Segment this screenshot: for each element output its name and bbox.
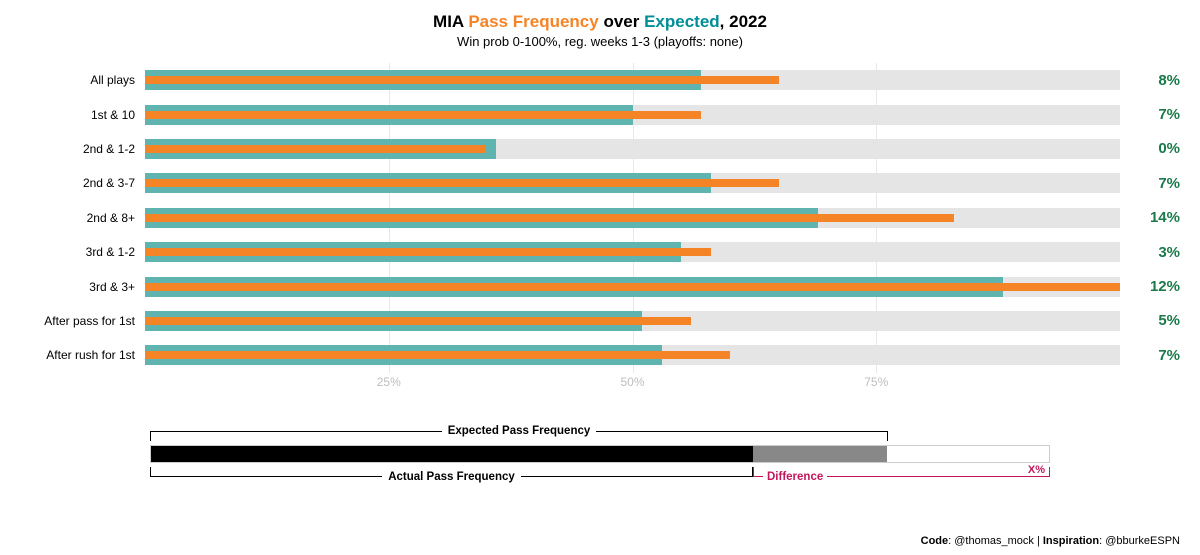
value-cell: 14% — [1144, 201, 1180, 235]
legend-difference-label: Difference — [753, 471, 1050, 483]
value-cell: 5% — [1152, 304, 1180, 338]
bar-actual — [145, 179, 779, 187]
x-axis-tick: 50% — [620, 375, 644, 389]
credit-code-author: @thomas_mock — [954, 535, 1034, 547]
legend-bar-bg: X% — [150, 445, 1050, 463]
legend-bar-actual — [151, 446, 753, 462]
credit-line: Code: @thomas_mock | Inspiration: @bburk… — [921, 535, 1180, 547]
bar-actual — [145, 111, 701, 119]
title-block: MIA Pass Frequency over Expected, 2022 W… — [20, 12, 1180, 49]
chart-title: MIA Pass Frequency over Expected, 2022 — [20, 12, 1180, 32]
bar-background — [145, 311, 1120, 331]
x-axis: 25% 50% 75% — [145, 373, 1120, 395]
x-axis-tick: 75% — [864, 375, 888, 389]
credit-inspiration-author: @bburkeESPN — [1105, 535, 1180, 547]
bar-background — [145, 242, 1120, 262]
legend-actual-text: Actual Pass Frequency — [382, 471, 521, 483]
bar-row — [145, 166, 1120, 200]
category-label: After pass for 1st — [20, 304, 145, 338]
bar-background — [145, 345, 1120, 365]
category-label: All plays — [20, 63, 145, 97]
value-cell: 0% — [1152, 132, 1180, 166]
title-highlight-1: Pass Frequency — [468, 12, 598, 31]
bar-background — [145, 208, 1120, 228]
diff-value: 5% — [1152, 312, 1180, 329]
bar-row — [145, 201, 1120, 235]
title-prefix: MIA — [433, 12, 468, 31]
y-axis-labels: All plays1st & 102nd & 1-22nd & 3-72nd &… — [20, 63, 145, 373]
x-axis-tick: 25% — [377, 375, 401, 389]
bar-actual — [145, 76, 779, 84]
bar-actual — [145, 248, 711, 256]
credit-code-label: Code — [921, 535, 949, 547]
legend: Expected Pass Frequency X% Actual Pass F… — [150, 431, 1050, 521]
bar-background — [145, 105, 1120, 125]
title-mid: over — [599, 12, 644, 31]
diff-value: 12% — [1144, 278, 1180, 295]
title-highlight-2: Expected — [644, 12, 720, 31]
legend-difference-text: Difference — [763, 471, 827, 483]
bar-row — [145, 338, 1120, 372]
legend-expected-text: Expected Pass Frequency — [442, 425, 597, 437]
legend-actual-label: Actual Pass Frequency — [150, 471, 753, 483]
bar-background — [145, 70, 1120, 90]
bar-row — [145, 269, 1120, 303]
diff-value: 7% — [1152, 347, 1180, 364]
bar-actual — [145, 351, 730, 359]
category-label: 3rd & 3+ — [20, 269, 145, 303]
value-cell: 7% — [1152, 97, 1180, 131]
legend-expected-label: Expected Pass Frequency — [150, 425, 888, 437]
value-cell: 7% — [1152, 166, 1180, 200]
category-label: 3rd & 1-2 — [20, 235, 145, 269]
diff-value: 14% — [1144, 209, 1180, 226]
bar-background — [145, 139, 1120, 159]
category-label: After rush for 1st — [20, 338, 145, 372]
bar-row — [145, 97, 1120, 131]
diff-value: 7% — [1152, 106, 1180, 123]
chart-area: All plays1st & 102nd & 1-22nd & 3-72nd &… — [20, 63, 1180, 373]
value-cell: 7% — [1152, 338, 1180, 372]
bar-actual — [145, 317, 691, 325]
bar-actual — [145, 283, 1120, 291]
bar-actual — [145, 145, 486, 153]
category-label: 1st & 10 — [20, 97, 145, 131]
chart-container: MIA Pass Frequency over Expected, 2022 W… — [0, 0, 1200, 555]
diff-value: 7% — [1152, 175, 1180, 192]
credit-inspiration-label: Inspiration — [1043, 535, 1099, 547]
bars-column — [145, 63, 1120, 373]
bar-row — [145, 235, 1120, 269]
title-suffix: , 2022 — [720, 12, 767, 31]
chart-subtitle: Win prob 0-100%, reg. weeks 1-3 (playoff… — [20, 34, 1180, 49]
diff-value: 3% — [1152, 244, 1180, 261]
value-cell: 8% — [1152, 63, 1180, 97]
category-label: 2nd & 8+ — [20, 201, 145, 235]
bar-row — [145, 132, 1120, 166]
diff-value: 0% — [1152, 140, 1180, 157]
category-label: 2nd & 3-7 — [20, 166, 145, 200]
legend-bar-difference — [753, 446, 888, 462]
diff-value: 8% — [1152, 72, 1180, 89]
bar-row — [145, 304, 1120, 338]
bar-actual — [145, 214, 954, 222]
bar-row — [145, 63, 1120, 97]
bar-background — [145, 173, 1120, 193]
values-column: 8% 7% 0% 7% 14% 3% 12% 5% 7% — [1120, 63, 1180, 373]
value-cell: 12% — [1144, 269, 1180, 303]
bar-background — [145, 277, 1120, 297]
category-label: 2nd & 1-2 — [20, 132, 145, 166]
value-cell: 3% — [1152, 235, 1180, 269]
